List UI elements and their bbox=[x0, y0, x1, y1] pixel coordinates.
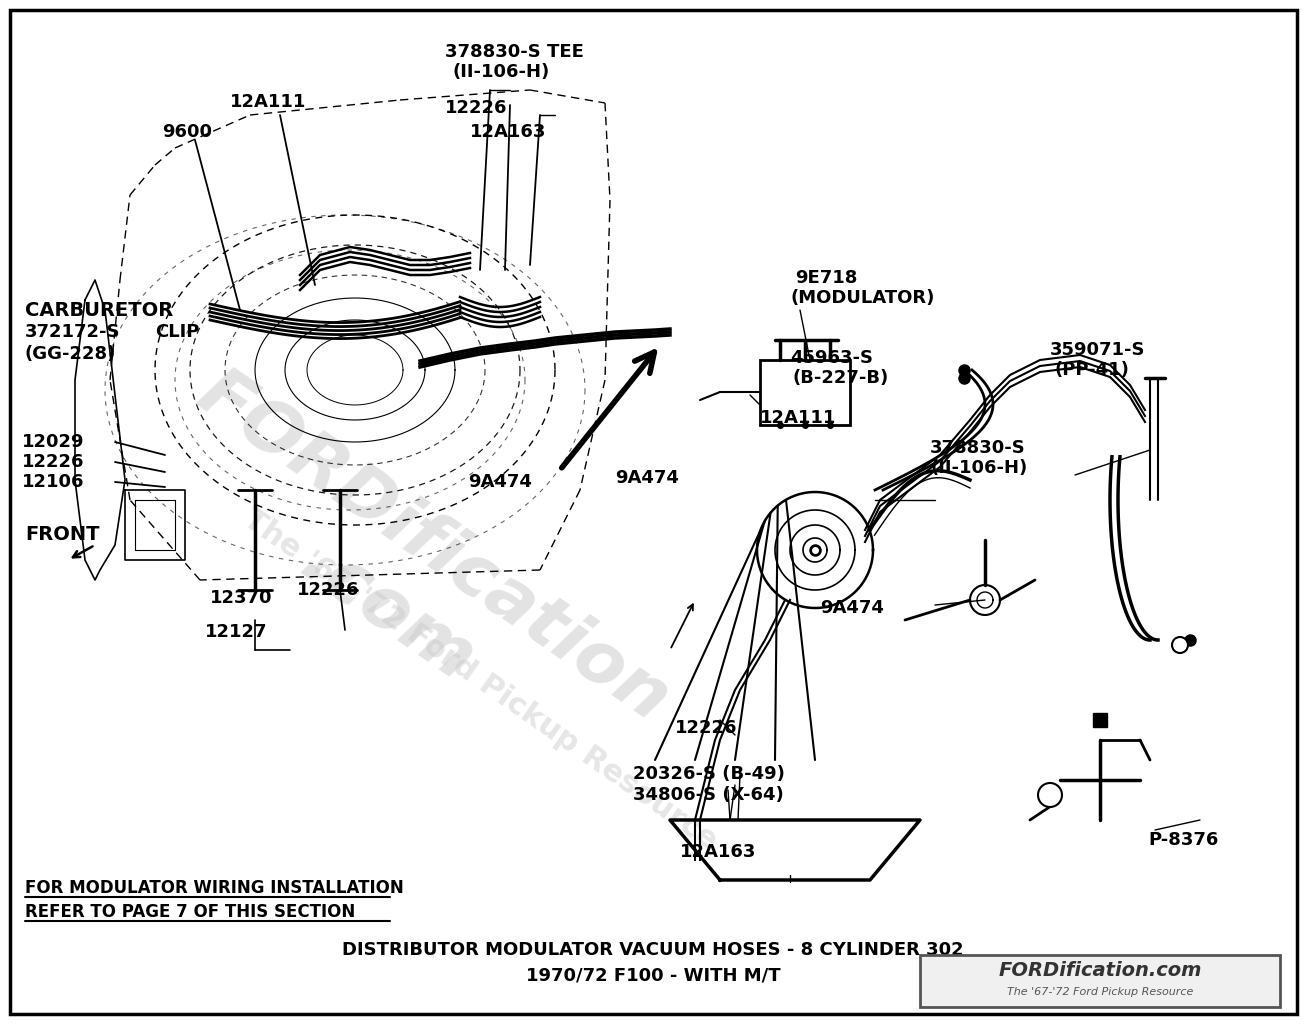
Text: FORDification.com: FORDification.com bbox=[999, 962, 1201, 981]
Text: 45963-S: 45963-S bbox=[789, 349, 873, 367]
Text: 20326-S (B-49): 20326-S (B-49) bbox=[633, 765, 786, 783]
Text: CLIP: CLIP bbox=[156, 323, 200, 341]
Text: (PP-41): (PP-41) bbox=[1055, 361, 1129, 379]
Text: 9E718: 9E718 bbox=[795, 269, 857, 287]
Text: 1970/72 F100 - WITH M/T: 1970/72 F100 - WITH M/T bbox=[525, 966, 780, 984]
Text: 9A474: 9A474 bbox=[468, 473, 532, 490]
Text: 12A163: 12A163 bbox=[680, 843, 757, 861]
Text: 9A474: 9A474 bbox=[819, 599, 884, 617]
Text: DISTRIBUTOR MODULATOR VACUUM HOSES - 8 CYLINDER 302: DISTRIBUTOR MODULATOR VACUUM HOSES - 8 C… bbox=[342, 941, 963, 959]
Circle shape bbox=[1172, 637, 1188, 653]
Text: 9600: 9600 bbox=[162, 123, 212, 141]
Text: 12A111: 12A111 bbox=[230, 93, 306, 111]
Text: 12226: 12226 bbox=[674, 719, 737, 737]
Text: (GG-228): (GG-228) bbox=[25, 345, 116, 362]
Text: 12127: 12127 bbox=[205, 623, 268, 641]
Text: 372172-S: 372172-S bbox=[25, 323, 120, 341]
Text: 12029: 12029 bbox=[22, 433, 85, 451]
Text: 12226: 12226 bbox=[444, 99, 507, 117]
Text: P-8376: P-8376 bbox=[1148, 831, 1218, 849]
Text: FOR MODULATOR WIRING INSTALLATION: FOR MODULATOR WIRING INSTALLATION bbox=[25, 879, 404, 897]
Text: 12226: 12226 bbox=[297, 581, 359, 599]
Text: The '67-'72 Ford Pickup Resource: The '67-'72 Ford Pickup Resource bbox=[1006, 987, 1193, 997]
Text: FRONT: FRONT bbox=[25, 525, 99, 545]
Text: (II-106-H): (II-106-H) bbox=[931, 459, 1027, 477]
Bar bbox=[920, 955, 1280, 1007]
Text: REFER TO PAGE 7 OF THIS SECTION: REFER TO PAGE 7 OF THIS SECTION bbox=[25, 903, 356, 921]
Text: 12226: 12226 bbox=[22, 453, 85, 471]
Text: 12A163: 12A163 bbox=[471, 123, 546, 141]
Text: (II-106-H): (II-106-H) bbox=[454, 63, 550, 81]
Text: 9A474: 9A474 bbox=[616, 469, 678, 487]
Text: The '67-'72 Ford Pickup Resource: The '67-'72 Ford Pickup Resource bbox=[238, 504, 723, 856]
Text: 12106: 12106 bbox=[22, 473, 85, 490]
Text: FORDification
.com: FORDification .com bbox=[139, 358, 682, 802]
Text: CARBURETOR: CARBURETOR bbox=[25, 300, 174, 319]
Circle shape bbox=[1038, 783, 1063, 807]
Text: (B-227-B): (B-227-B) bbox=[793, 369, 889, 387]
Text: (MODULATOR): (MODULATOR) bbox=[789, 289, 935, 307]
Text: 359071-S: 359071-S bbox=[1050, 341, 1145, 359]
Text: 12370: 12370 bbox=[210, 589, 272, 607]
Bar bbox=[759, 360, 850, 425]
Text: 34806-S (X-64): 34806-S (X-64) bbox=[633, 786, 784, 804]
Text: 378830-S: 378830-S bbox=[931, 439, 1026, 457]
Text: 12A111: 12A111 bbox=[759, 409, 836, 427]
Text: 378830-S TEE: 378830-S TEE bbox=[444, 43, 584, 61]
